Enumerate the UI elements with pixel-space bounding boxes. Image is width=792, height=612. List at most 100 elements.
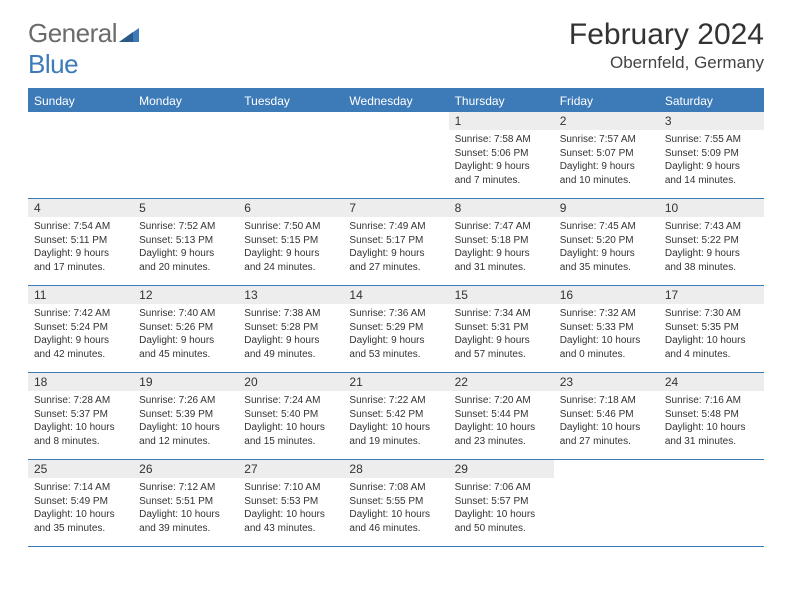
calendar-cell: 11 Sunrise: 7:42 AMSunset: 5:24 PMDayligh… (28, 286, 133, 373)
day-number: 21 (343, 373, 448, 391)
sunset: Sunset: 5:11 PM (34, 234, 127, 248)
day-number: 10 (659, 199, 764, 217)
day-number: 20 (238, 373, 343, 391)
day-number: 3 (659, 112, 764, 130)
daylight-line2: and 10 minutes. (560, 174, 653, 188)
day-number: 5 (133, 199, 238, 217)
sunrise: Sunrise: 7:32 AM (560, 307, 653, 321)
day-info: Sunrise: 7:43 AMSunset: 5:22 PMDaylight:… (659, 217, 764, 278)
daylight-line2: and 17 minutes. (34, 261, 127, 275)
day-number: 13 (238, 286, 343, 304)
calendar-week-row: 1Sunrise: 7:58 AMSunset: 5:06 PMDaylight… (28, 112, 764, 199)
daylight-line2: and 39 minutes. (139, 522, 232, 536)
day-number: 24 (659, 373, 764, 391)
calendar-cell: 17Sunrise: 7:30 AMSunset: 5:35 PMDayligh… (659, 286, 764, 373)
logo-text-general: General (28, 18, 117, 48)
calendar-week-row: 18Sunrise: 7:28 AMSunset: 5:37 PMDayligh… (28, 373, 764, 460)
daylight-line2: and 49 minutes. (244, 348, 337, 362)
day-number: 23 (554, 373, 659, 391)
day-info: Sunrise: 7:34 AMSunset: 5:31 PMDaylight:… (449, 304, 554, 365)
sunset: Sunset: 5:24 PM (34, 321, 127, 335)
daylight-line2: and 27 minutes. (560, 435, 653, 449)
sunrise: Sunrise: 7:43 AM (665, 220, 758, 234)
daylight-line1: Daylight: 9 hours (34, 334, 127, 348)
sunrise: Sunrise: 7:42 AM (34, 307, 127, 321)
day-number: 18 (28, 373, 133, 391)
calendar-cell: 14Sunrise: 7:36 AMSunset: 5:29 PMDayligh… (343, 286, 448, 373)
calendar-cell: 12Sunrise: 7:40 AMSunset: 5:26 PMDayligh… (133, 286, 238, 373)
day-info: Sunrise: 7:20 AMSunset: 5:44 PMDaylight:… (449, 391, 554, 452)
sunrise: Sunrise: 7:38 AM (244, 307, 337, 321)
sunset: Sunset: 5:53 PM (244, 495, 337, 509)
day-info: Sunrise: 7:36 AMSunset: 5:29 PMDaylight:… (343, 304, 448, 365)
daylight-line1: Daylight: 10 hours (455, 508, 548, 522)
sunset: Sunset: 5:49 PM (34, 495, 127, 509)
daylight-line1: Daylight: 10 hours (349, 508, 442, 522)
day-header: Saturday (659, 90, 764, 112)
sunrise: Sunrise: 7:52 AM (139, 220, 232, 234)
calendar-cell: 6Sunrise: 7:50 AMSunset: 5:15 PMDaylight… (238, 199, 343, 286)
calendar-table: SundayMondayTuesdayWednesdayThursdayFrid… (28, 90, 764, 547)
day-info: Sunrise: 7:45 AMSunset: 5:20 PMDaylight:… (554, 217, 659, 278)
day-number: 19 (133, 373, 238, 391)
sunset: Sunset: 5:28 PM (244, 321, 337, 335)
day-info: Sunrise: 7:08 AMSunset: 5:55 PMDaylight:… (343, 478, 448, 539)
calendar-cell: 1Sunrise: 7:58 AMSunset: 5:06 PMDaylight… (449, 112, 554, 199)
day-info: Sunrise: 7:14 AMSunset: 5:49 PMDaylight:… (28, 478, 133, 539)
calendar-cell: 3Sunrise: 7:55 AMSunset: 5:09 PMDaylight… (659, 112, 764, 199)
day-info: Sunrise: 7:55 AMSunset: 5:09 PMDaylight:… (659, 130, 764, 191)
sunrise: Sunrise: 7:06 AM (455, 481, 548, 495)
day-number: 25 (28, 460, 133, 478)
location: Obernfeld, Germany (569, 53, 764, 73)
calendar-cell (133, 112, 238, 199)
daylight-line1: Daylight: 10 hours (244, 421, 337, 435)
sunrise: Sunrise: 7:45 AM (560, 220, 653, 234)
calendar-cell: 9Sunrise: 7:45 AMSunset: 5:20 PMDaylight… (554, 199, 659, 286)
day-number: 8 (449, 199, 554, 217)
day-number: 6 (238, 199, 343, 217)
day-number: 11 (28, 286, 133, 304)
day-header: Friday (554, 90, 659, 112)
day-number: 26 (133, 460, 238, 478)
sunrise: Sunrise: 7:40 AM (139, 307, 232, 321)
daylight-line2: and 35 minutes. (560, 261, 653, 275)
calendar-cell: 28Sunrise: 7:08 AMSunset: 5:55 PMDayligh… (343, 460, 448, 547)
sunset: Sunset: 5:40 PM (244, 408, 337, 422)
calendar-cell: 26Sunrise: 7:12 AMSunset: 5:51 PMDayligh… (133, 460, 238, 547)
calendar-cell: 7Sunrise: 7:49 AMSunset: 5:17 PMDaylight… (343, 199, 448, 286)
sunrise: Sunrise: 7:12 AM (139, 481, 232, 495)
sunset: Sunset: 5:18 PM (455, 234, 548, 248)
sunset: Sunset: 5:31 PM (455, 321, 548, 335)
sunrise: Sunrise: 7:47 AM (455, 220, 548, 234)
calendar-cell: 29Sunrise: 7:06 AMSunset: 5:57 PMDayligh… (449, 460, 554, 547)
daylight-line1: Daylight: 9 hours (560, 160, 653, 174)
daylight-line1: Daylight: 10 hours (560, 334, 653, 348)
day-info: Sunrise: 7:10 AMSunset: 5:53 PMDaylight:… (238, 478, 343, 539)
daylight-line1: Daylight: 9 hours (349, 334, 442, 348)
sunset: Sunset: 5:37 PM (34, 408, 127, 422)
day-header: Tuesday (238, 90, 343, 112)
sunset: Sunset: 5:20 PM (560, 234, 653, 248)
daylight-line1: Daylight: 9 hours (244, 334, 337, 348)
calendar-cell (238, 112, 343, 199)
day-info: Sunrise: 7:28 AMSunset: 5:37 PMDaylight:… (28, 391, 133, 452)
calendar-cell: 21Sunrise: 7:22 AMSunset: 5:42 PMDayligh… (343, 373, 448, 460)
daylight-line2: and 35 minutes. (34, 522, 127, 536)
daylight-line1: Daylight: 9 hours (349, 247, 442, 261)
day-info: Sunrise: 7:06 AMSunset: 5:57 PMDaylight:… (449, 478, 554, 539)
daylight-line2: and 19 minutes. (349, 435, 442, 449)
day-info: Sunrise: 7:32 AMSunset: 5:33 PMDaylight:… (554, 304, 659, 365)
calendar-cell: 25Sunrise: 7:14 AMSunset: 5:49 PMDayligh… (28, 460, 133, 547)
day-number: 27 (238, 460, 343, 478)
calendar-cell: 24Sunrise: 7:16 AMSunset: 5:48 PMDayligh… (659, 373, 764, 460)
sunset: Sunset: 5:55 PM (349, 495, 442, 509)
sunset: Sunset: 5:26 PM (139, 321, 232, 335)
day-info: Sunrise: 7:38 AMSunset: 5:28 PMDaylight:… (238, 304, 343, 365)
sunrise: Sunrise: 7:49 AM (349, 220, 442, 234)
day-number: 16 (554, 286, 659, 304)
calendar-cell: 8Sunrise: 7:47 AMSunset: 5:18 PMDaylight… (449, 199, 554, 286)
daylight-line2: and 46 minutes. (349, 522, 442, 536)
day-header: Wednesday (343, 90, 448, 112)
sunset: Sunset: 5:57 PM (455, 495, 548, 509)
daylight-line1: Daylight: 10 hours (139, 508, 232, 522)
